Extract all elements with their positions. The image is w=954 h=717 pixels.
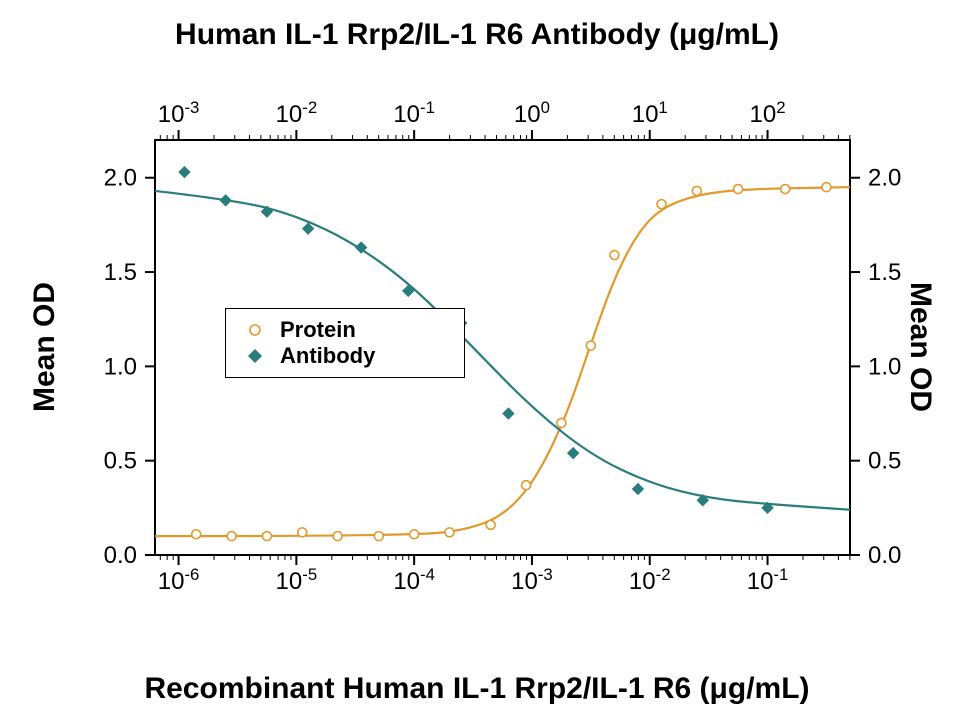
y-right-tick-label: 1.0 [868,353,901,380]
protein-point [445,528,454,537]
legend-item-protein: Protein [240,317,450,343]
x-top-tick-label: 102 [750,98,786,129]
x-top-tick-label: 100 [514,98,550,129]
y-left-tick-label: 1.0 [104,353,137,380]
chart-container: Human IL-1 Rrp2/IL-1 R6 Antibody (μg/mL)… [0,0,954,717]
x-top-tick-label: 101 [632,98,668,129]
protein-point [692,186,701,195]
antibody-point [179,167,190,178]
y-right-tick-label: 2.0 [868,165,901,192]
legend-label: Antibody [280,343,375,369]
protein-point [486,520,495,529]
protein-point [262,532,271,541]
y-left-tick-label: 0.5 [104,448,137,475]
y-left-tick-label: 0.0 [104,542,137,569]
x-top-tick-label: 10-2 [276,98,318,129]
antibody-point [303,223,314,234]
x-bottom-tick-label: 10-2 [629,565,671,596]
y-right-tick-label: 0.0 [868,542,901,569]
protein-point [227,532,236,541]
x-top-tick-label: 10-3 [158,98,200,129]
protein-point [557,418,566,427]
x-bottom-tick-label: 10-3 [511,565,553,596]
protein-point [374,532,383,541]
y-left-tick-label: 2.0 [104,165,137,192]
y-right-tick-label: 0.5 [868,448,901,475]
protein-point [781,185,790,194]
protein-point [586,341,595,350]
protein-point [734,185,743,194]
protein-point [610,251,619,260]
plot-svg: 0.0 0.0 0.5 0.5 1.0 1.0 1.5 1.5 2.0 2.0 10-6 10-5 10… [0,0,954,717]
x-bottom-tick-label: 10-6 [158,565,200,596]
legend: ProteinAntibody [225,308,465,378]
protein-point [333,532,342,541]
x-bottom-tick-label: 10-4 [393,565,435,596]
antibody-point [632,483,643,494]
protein-point [410,530,419,539]
antibody-point [568,448,579,459]
antibody-point [503,408,514,419]
x-top-tick-label: 10-1 [393,98,435,129]
protein-point [192,530,201,539]
y-left-tick-label: 1.5 [104,259,137,286]
legend-item-antibody: Antibody [240,343,450,369]
legend-label: Protein [280,317,356,343]
protein-point [657,200,666,209]
x-bottom-tick-label: 10-1 [747,565,789,596]
antibody-point [220,195,231,206]
protein-point [822,183,831,192]
y-right-tick-label: 1.5 [868,259,901,286]
x-bottom-tick-label: 10-5 [276,565,318,596]
protein-point [298,528,307,537]
protein-point [522,481,531,490]
